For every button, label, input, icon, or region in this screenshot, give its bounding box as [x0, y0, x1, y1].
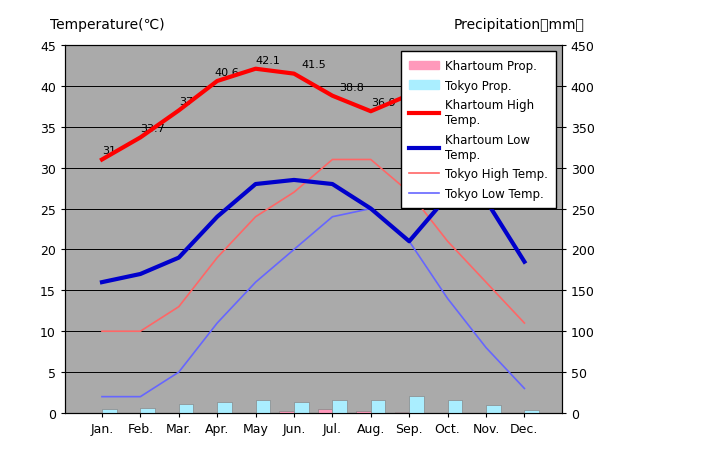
Text: 31: 31 [102, 146, 116, 156]
Text: 35.6: 35.6 [493, 129, 518, 139]
Bar [102, 409, 117, 413]
Text: 39.5: 39.5 [454, 77, 480, 87]
Bar [486, 405, 500, 413]
Bar [279, 411, 294, 413]
Bar [294, 403, 309, 413]
Text: 33.7: 33.7 [140, 124, 165, 134]
Text: Temperature(℃): Temperature(℃) [50, 18, 165, 32]
Bar [256, 400, 270, 413]
Bar [318, 409, 333, 413]
Text: 38.8: 38.8 [339, 82, 364, 92]
Bar [371, 400, 385, 413]
Text: 42.1: 42.1 [256, 56, 281, 65]
Text: 41.5: 41.5 [301, 60, 325, 70]
Text: 32.1: 32.1 [531, 158, 556, 168]
Bar [179, 404, 194, 413]
Text: 40.6: 40.6 [215, 67, 239, 78]
Bar [395, 412, 409, 413]
Text: 36.9: 36.9 [371, 98, 395, 108]
Bar [217, 403, 232, 413]
Text: 38.9: 38.9 [409, 82, 434, 91]
Bar [356, 411, 371, 413]
Bar [409, 396, 424, 413]
Bar [524, 410, 539, 413]
Text: Precipitation（mm）: Precipitation（mm） [454, 18, 585, 32]
Text: 37: 37 [179, 97, 193, 107]
Legend: Khartoum Prop., Tokyo Prop., Khartoum High
Temp., Khartoum Low
Temp., Tokyo High: Khartoum Prop., Tokyo Prop., Khartoum Hi… [401, 52, 556, 208]
Bar [140, 408, 155, 413]
Bar [333, 400, 347, 413]
Bar [448, 400, 462, 413]
